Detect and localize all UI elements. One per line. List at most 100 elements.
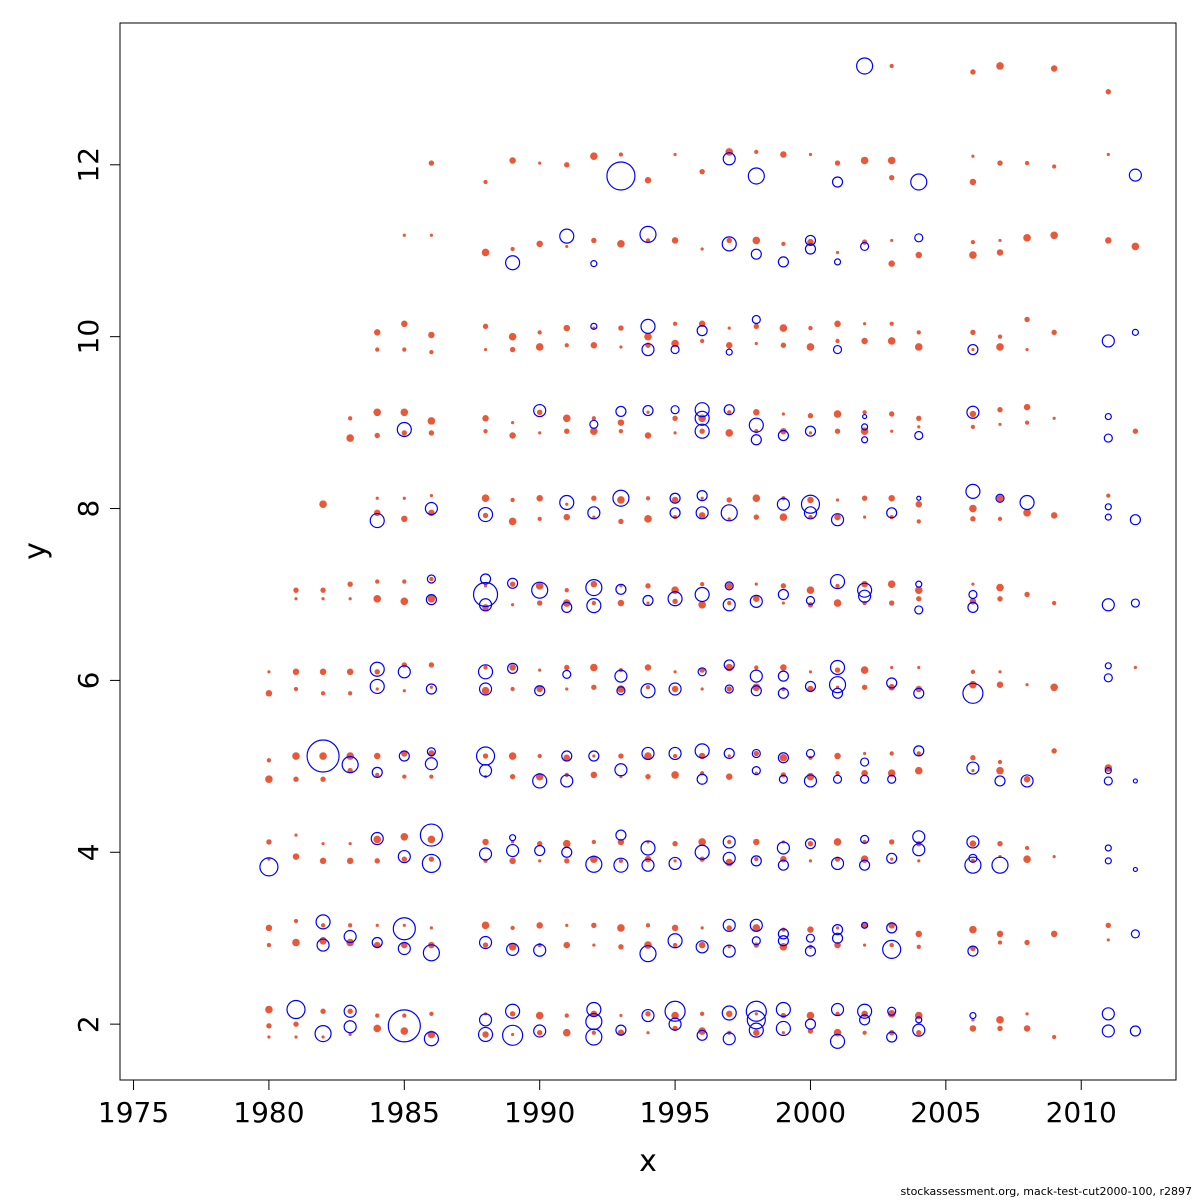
predicted-circle	[751, 748, 761, 759]
observed-point	[429, 233, 433, 237]
observed-point	[265, 924, 273, 932]
observed-point	[509, 664, 516, 671]
predicted-circle	[1020, 774, 1034, 788]
predicted-circle	[641, 1008, 655, 1023]
predicted-circle	[392, 917, 416, 941]
predicted-circle	[966, 761, 980, 775]
observed-point	[997, 596, 1003, 602]
observed-point	[671, 924, 679, 932]
observed-point	[672, 753, 678, 759]
observed-point	[861, 922, 868, 929]
observed-point	[537, 330, 542, 335]
observed-point	[510, 925, 515, 931]
observed-point	[780, 1012, 787, 1019]
observed-point	[862, 1030, 867, 1035]
predicted-circle	[259, 857, 279, 877]
predicted-circle	[859, 1014, 871, 1026]
predicted-circle	[286, 999, 306, 1020]
predicted-circle	[1129, 1025, 1141, 1037]
observed-point	[970, 329, 976, 336]
observed-point	[861, 1010, 868, 1018]
observed-point	[1023, 1025, 1031, 1032]
observed-point	[483, 665, 488, 670]
predicted-circle	[1101, 1024, 1115, 1038]
predicted-circle	[886, 677, 898, 689]
observed-point	[509, 157, 516, 164]
predicted-circle	[615, 405, 627, 418]
observed-point	[481, 248, 490, 257]
predicted-circle	[886, 507, 898, 519]
predicted-circle	[534, 844, 546, 857]
observed-point	[321, 842, 325, 846]
observed-point	[427, 594, 436, 603]
predicted-circle	[750, 434, 762, 446]
predicted-circle	[424, 757, 438, 771]
observed-point	[1105, 89, 1112, 95]
observed-point	[996, 249, 1004, 256]
observed-point	[727, 326, 731, 330]
predicted-circle	[397, 665, 411, 679]
predicted-circle	[507, 662, 519, 674]
predicted-circle	[1019, 494, 1035, 511]
observed-point	[482, 838, 489, 846]
observed-point	[348, 597, 352, 601]
observed-point	[293, 587, 299, 593]
y-axis: 2 4 6 8 10 12	[72, 147, 121, 1033]
observed-point	[780, 342, 787, 348]
predicted-circle	[861, 921, 869, 929]
predicted-circle	[668, 856, 682, 871]
observed-point	[725, 773, 733, 780]
observed-point	[346, 857, 354, 865]
observed-point	[428, 662, 435, 668]
observed-point	[863, 751, 867, 756]
predicted-circle	[533, 943, 547, 957]
observed-point	[565, 502, 569, 506]
predicted-circle	[995, 493, 1005, 503]
observed-point	[998, 670, 1002, 674]
observed-point	[808, 859, 813, 863]
predicted-circle	[640, 318, 656, 334]
observed-point	[834, 667, 841, 673]
observed-point	[780, 855, 787, 863]
predicted-circle	[614, 763, 628, 777]
observed-point	[346, 434, 354, 442]
observed-point	[564, 1013, 569, 1018]
observed-point	[265, 1005, 273, 1014]
predicted-circle	[886, 1031, 898, 1043]
predicted-circle	[560, 774, 574, 788]
observed-point	[754, 341, 758, 346]
x-tick-label: 1975	[98, 1096, 169, 1129]
observed-point	[700, 1011, 705, 1016]
observed-point	[970, 755, 976, 761]
predicted-circle	[589, 419, 599, 429]
observed-point	[645, 1011, 651, 1017]
predicted-circle	[860, 241, 870, 252]
predicted-circle	[860, 834, 870, 844]
predicted-circle	[803, 774, 818, 788]
predicted-circle	[777, 429, 789, 442]
observed-point	[483, 347, 488, 352]
observed-point	[969, 410, 977, 418]
observed-point	[970, 69, 976, 75]
observed-point	[753, 323, 760, 330]
observed-point	[320, 776, 326, 782]
predicted-circle	[829, 1033, 846, 1049]
predicted-circle	[723, 747, 735, 760]
observed-point	[509, 773, 516, 780]
observed-point	[508, 943, 517, 951]
observed-point	[509, 432, 516, 439]
predicted-circle	[1131, 328, 1139, 336]
predicted-circle	[472, 581, 499, 608]
observed-point	[427, 417, 436, 425]
predicted-circle	[962, 682, 984, 704]
predicted-circle	[398, 750, 410, 762]
predicted-circle	[664, 1000, 686, 1022]
observed-point	[806, 1011, 815, 1020]
observed-point	[726, 497, 732, 503]
observed-point	[727, 517, 731, 521]
observed-point	[320, 923, 326, 928]
observed-point	[672, 415, 678, 422]
observed-point	[617, 496, 625, 504]
predicted-circle	[668, 746, 682, 761]
observed-point	[510, 246, 515, 252]
